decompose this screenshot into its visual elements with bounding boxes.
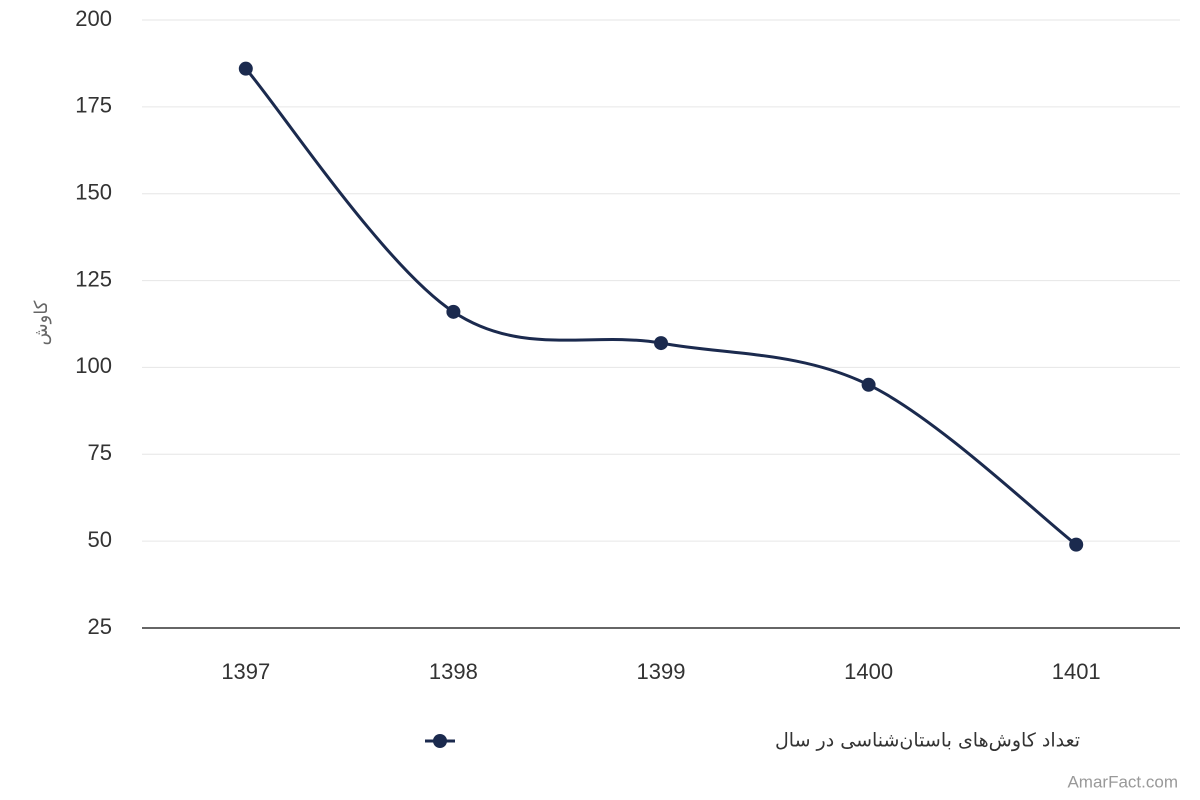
y-tick-label: 125 (75, 266, 112, 291)
point (1069, 537, 1084, 552)
y-tick-label: 50 (88, 527, 112, 552)
x-tick-label: 1401 (1052, 659, 1101, 684)
point (654, 336, 668, 351)
point (238, 61, 253, 76)
line (244, 67, 1078, 546)
y-tick-label: 75 (88, 440, 112, 465)
point (446, 304, 461, 319)
y-tick-label: 200 (75, 6, 112, 31)
point (861, 377, 876, 392)
legend-label: تعداد کاوش‌های باستان‌شناسی در سال (775, 730, 1080, 752)
x-tick-label: 1399 (637, 659, 686, 684)
y-tick-label: 100 (75, 353, 112, 378)
y-tick-label: 175 (75, 93, 112, 118)
credit[interactable]: AmarFact.com (1067, 772, 1178, 791)
x-tick-label: 1398 (429, 659, 478, 684)
y-tick-label: 150 (75, 180, 112, 205)
y-axis-title: کاوش (31, 300, 52, 345)
y-tick-label: 25 (88, 614, 112, 639)
x-tick-label: 1397 (221, 659, 270, 684)
legend-symbol (433, 734, 447, 748)
x-tick-label: 1400 (844, 659, 893, 684)
